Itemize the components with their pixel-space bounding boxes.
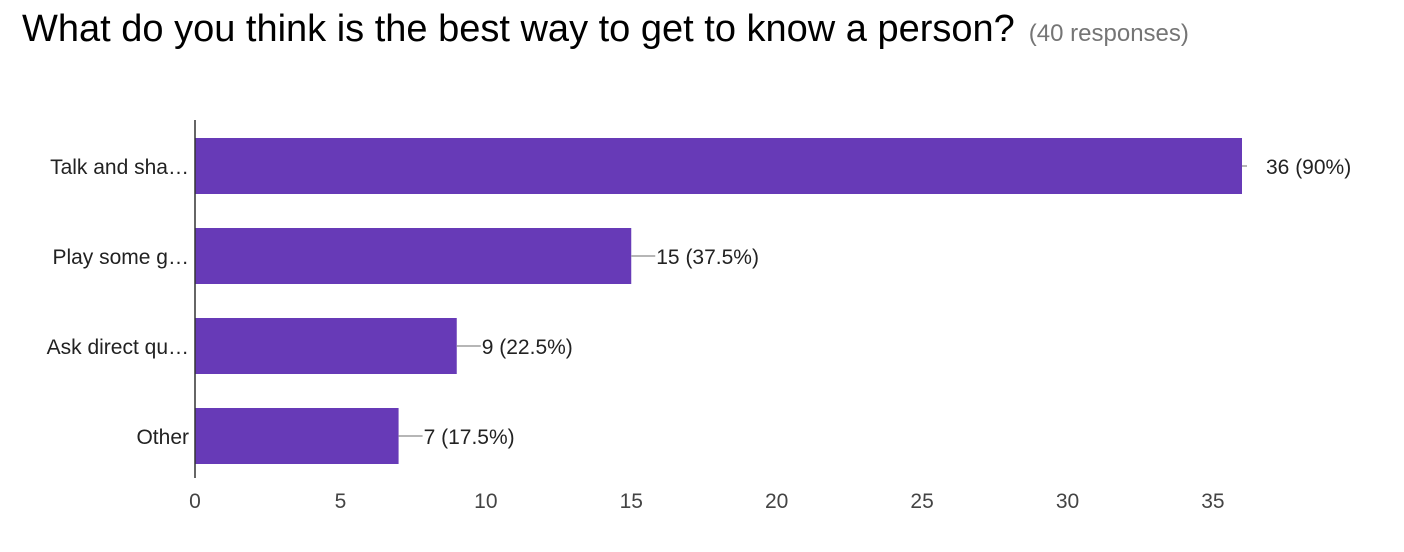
category-label: Talk and sha…	[50, 156, 189, 179]
category-label: Ask direct qu…	[47, 336, 189, 359]
data-label: 7 (17.5%)	[424, 426, 515, 449]
bar	[195, 138, 1242, 194]
x-tick-label: 35	[1201, 490, 1224, 513]
x-tick-label: 0	[189, 490, 201, 513]
data-label: 15 (37.5%)	[656, 246, 759, 269]
response-count: (40 responses)	[1028, 20, 1189, 47]
bar	[195, 408, 399, 464]
x-tick-label: 25	[910, 490, 933, 513]
bar	[195, 318, 457, 374]
category-label: Other	[136, 426, 189, 449]
x-tick-label: 10	[474, 490, 497, 513]
bar	[195, 228, 632, 284]
data-label: 9 (22.5%)	[482, 336, 573, 359]
x-tick-label: 15	[620, 490, 643, 513]
x-tick-label: 30	[1056, 490, 1079, 513]
question-title: What do you think is the best way to get…	[22, 8, 1015, 50]
data-label: 36 (90%)	[1266, 156, 1351, 179]
category-label: Play some g…	[52, 246, 189, 269]
chart-header: What do you think is the best way to get…	[22, 8, 1189, 51]
x-tick-label: 20	[765, 490, 788, 513]
x-tick-label: 5	[335, 490, 347, 513]
